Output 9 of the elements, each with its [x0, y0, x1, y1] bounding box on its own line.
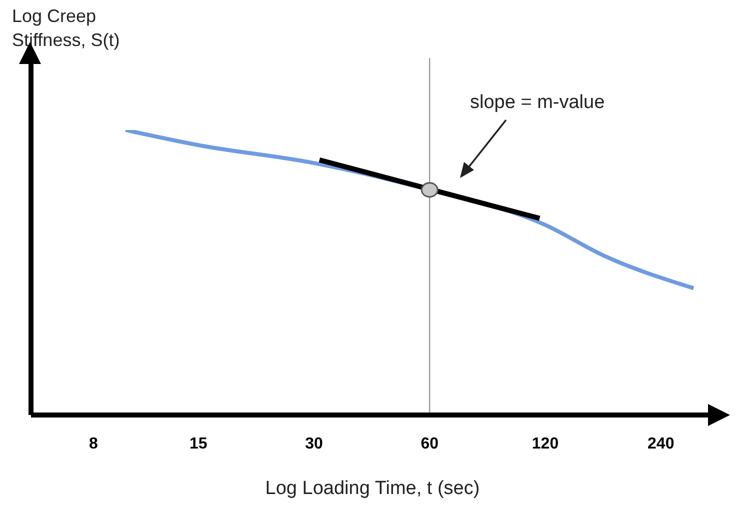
- x-tick-label: 15: [189, 435, 208, 452]
- y-axis-title: Log Creep Stiffness, S(t): [12, 6, 120, 50]
- x-tick-label: 8: [89, 435, 98, 452]
- x-tick-label: 60: [420, 435, 439, 452]
- text: slope = m-value: [470, 92, 605, 113]
- x-tick-label: 120: [532, 435, 559, 452]
- x-tick-label: 240: [648, 435, 674, 452]
- x-tick-label: 30: [305, 435, 323, 452]
- x-axis-title: Log Loading Time, t (sec): [265, 478, 480, 499]
